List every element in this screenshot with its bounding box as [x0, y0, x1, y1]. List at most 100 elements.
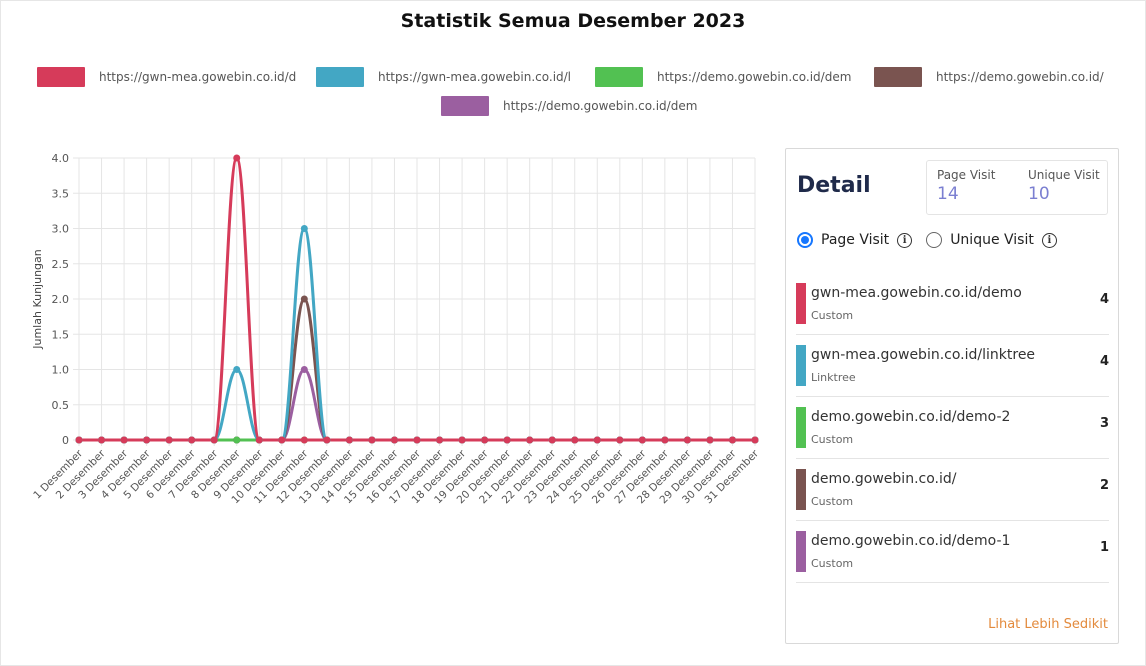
data-point — [345, 436, 353, 444]
radio-unique-visit-button[interactable] — [926, 232, 943, 248]
data-point — [661, 436, 669, 444]
y-tick-label: 3.0 — [52, 223, 70, 236]
data-point — [638, 436, 646, 444]
radio-page-visit[interactable]: Page Visit i — [797, 232, 913, 248]
link-url: demo.gowebin.co.id/ — [811, 471, 957, 487]
color-bar — [796, 283, 806, 324]
data-point — [300, 436, 308, 444]
legend-label: https://demo.gowebin.co.id/dem — [503, 99, 698, 113]
radio-page-visit-button[interactable] — [797, 232, 813, 248]
data-point — [481, 436, 489, 444]
data-point — [683, 436, 691, 444]
data-point — [98, 436, 106, 444]
link-count: 2 — [1099, 478, 1109, 493]
y-tick-label: 4.0 — [52, 152, 70, 165]
page-visit-label: Page Visit — [937, 168, 996, 182]
data-point — [323, 436, 331, 444]
y-tick-label: 2.5 — [52, 258, 70, 271]
data-point — [706, 436, 714, 444]
data-point — [751, 436, 759, 444]
data-point — [436, 436, 444, 444]
info-icon[interactable]: i — [897, 232, 913, 248]
data-point — [368, 436, 376, 444]
legend-label: https://demo.gowebin.co.id/dem — [657, 70, 852, 84]
data-point — [526, 436, 534, 444]
data-point — [548, 436, 556, 444]
data-point — [75, 436, 83, 444]
link-count: 1 — [1099, 540, 1109, 555]
unique-visit-value: 10 — [1028, 184, 1050, 204]
data-point — [593, 436, 601, 444]
list-item[interactable]: gwn-mea.gowebin.co.id/linktree Linktree … — [796, 335, 1109, 397]
data-point — [300, 295, 308, 303]
y-tick-label: 3.5 — [52, 187, 70, 200]
legend-item-2[interactable]: https://gwn-mea.gowebin.co.id/l — [316, 66, 579, 88]
unique-visit-label: Unique Visit — [1028, 168, 1100, 182]
radio-page-visit-label[interactable]: Page Visit — [821, 232, 890, 248]
data-point — [233, 366, 241, 373]
data-point — [390, 436, 398, 444]
color-bar — [796, 345, 806, 386]
color-bar — [796, 407, 806, 448]
legend-label: https://gwn-mea.gowebin.co.id/d — [99, 70, 297, 84]
legend-label: https://demo.gowebin.co.id/ — [936, 70, 1104, 84]
legend-swatch — [874, 67, 922, 87]
radio-unique-visit-label[interactable]: Unique Visit — [950, 232, 1034, 248]
detail-panel: Detail Page Visit 14 Unique Visit 10 Pag… — [785, 148, 1119, 644]
link-count: 4 — [1099, 292, 1109, 307]
y-axis-label: Jumlah Kunjungan — [31, 249, 44, 350]
legend-swatch — [37, 67, 85, 87]
legend-item-3[interactable]: https://demo.gowebin.co.id/dem — [595, 66, 858, 88]
link-url: gwn-mea.gowebin.co.id/demo — [811, 285, 1022, 301]
link-type: Custom — [811, 557, 854, 570]
data-point — [616, 436, 624, 444]
link-type: Linktree — [811, 371, 856, 384]
legend-item-4[interactable]: https://demo.gowebin.co.id/ — [874, 66, 1110, 88]
y-tick-label: 2.0 — [52, 293, 70, 306]
link-url: demo.gowebin.co.id/demo-2 — [811, 409, 1011, 425]
data-point — [300, 225, 308, 232]
link-count: 3 — [1099, 416, 1109, 431]
y-tick-label: 0.5 — [52, 399, 70, 412]
link-type: Custom — [811, 309, 854, 322]
link-url: gwn-mea.gowebin.co.id/linktree — [811, 347, 1036, 363]
data-point — [143, 436, 151, 444]
legend-swatch — [595, 67, 643, 87]
page-visit-value: 14 — [937, 184, 959, 204]
legend-swatch — [316, 67, 364, 87]
list-item[interactable]: gwn-mea.gowebin.co.id/demo Custom 4 — [796, 273, 1109, 335]
data-point — [120, 436, 128, 444]
y-tick-label: 1.0 — [52, 364, 70, 377]
legend-label: https://gwn-mea.gowebin.co.id/l — [378, 70, 572, 84]
data-point — [728, 436, 736, 444]
link-url: demo.gowebin.co.id/demo-1 — [811, 533, 1011, 549]
color-bar — [796, 531, 806, 572]
data-point — [165, 436, 173, 444]
link-type: Custom — [811, 433, 854, 446]
y-tick-label: 0 — [62, 434, 69, 447]
list-item[interactable]: demo.gowebin.co.id/ Custom 2 — [796, 459, 1109, 521]
link-list: gwn-mea.gowebin.co.id/demo Custom 4 gwn-… — [796, 273, 1109, 583]
info-icon[interactable]: i — [1041, 232, 1057, 248]
list-item[interactable]: demo.gowebin.co.id/demo-2 Custom 3 — [796, 397, 1109, 459]
show-less-link[interactable]: Lihat Lebih Sedikit — [988, 617, 1108, 632]
radio-unique-visit[interactable]: Unique Visit i — [926, 232, 1057, 248]
unique-visit-stat: Unique Visit 10 — [1028, 168, 1100, 204]
data-point — [300, 366, 308, 373]
y-tick-label: 1.5 — [52, 328, 70, 341]
data-point — [210, 436, 218, 444]
data-point — [188, 436, 196, 444]
data-point — [458, 436, 466, 444]
link-count: 4 — [1099, 354, 1109, 369]
legend-item-1[interactable]: https://gwn-mea.gowebin.co.id/d — [37, 66, 300, 88]
list-item[interactable]: demo.gowebin.co.id/demo-1 Custom 1 — [796, 521, 1109, 583]
data-point — [503, 436, 511, 444]
data-point — [413, 436, 421, 444]
color-bar — [796, 469, 806, 510]
data-point — [571, 436, 579, 444]
legend-item-5[interactable]: https://demo.gowebin.co.id/dem — [441, 95, 711, 117]
page-title: Statistik Semua Desember 2023 — [400, 10, 746, 32]
metric-radio-group: Page Visit i Unique Visit i — [797, 232, 1071, 248]
stats-summary: Page Visit 14 Unique Visit 10 — [926, 160, 1108, 215]
